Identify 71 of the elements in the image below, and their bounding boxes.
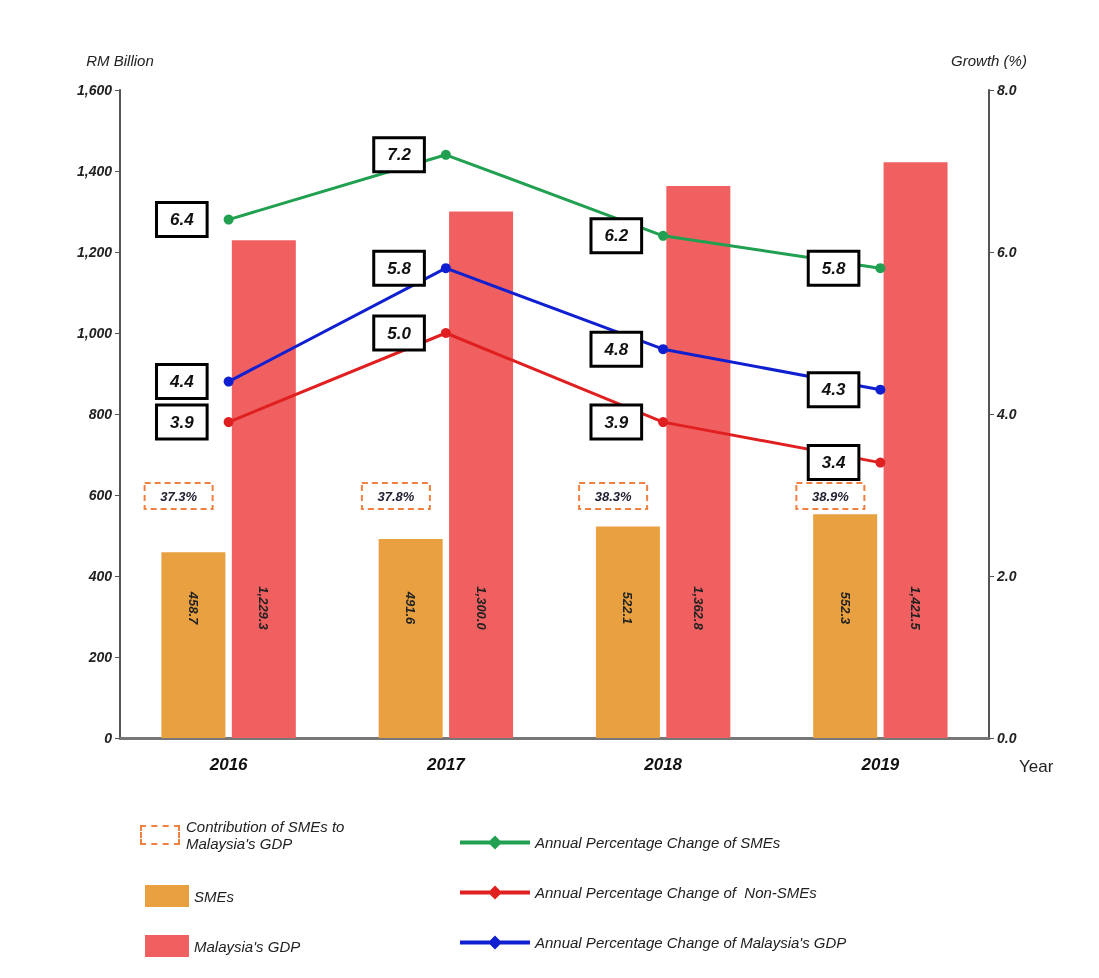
annotation: 38.3% [594,488,632,504]
legend-label: Annual Percentage Change of Non-SMEs [534,884,818,901]
y-tick-label: 1,200 [76,244,113,260]
point [658,417,669,428]
data-label: 6.4 [169,210,195,230]
y-tick-label: 1,400 [76,163,113,179]
data-label: 5.8 [821,258,846,278]
bar [231,240,296,738]
x-tick-label: 2018 [643,755,683,774]
point [440,328,451,338]
y-tick-label: 600 [88,487,113,503]
data-label: 522.1 [620,591,636,625]
x-tick-label: 2019 [860,755,900,774]
data-label: 5.0 [387,323,412,343]
annotation: 38.9% [811,488,850,504]
data-label: 6.2 [604,226,629,246]
data-label: 3.4 [821,453,846,473]
point [223,214,234,225]
point [658,230,669,241]
bar [813,514,878,738]
point [875,384,886,395]
data-label: 1,362.8 [690,586,706,631]
data-label: 552.3 [837,591,853,626]
point [223,376,234,387]
data-label: 4.4 [168,372,195,392]
annotation: 37.3% [160,488,198,504]
y2-tick-label: 4.0 [996,406,1017,422]
x-tick-label: 2017 [425,755,467,774]
data-label: 4.3 [820,380,846,400]
data-label: 458.7 [185,590,201,626]
y-tick-label: 1,000 [76,325,113,341]
point [658,344,669,355]
y-tick-label: 0 [104,730,113,746]
data-label: 4.8 [603,339,629,359]
data-label: 1,300.0 [473,586,489,631]
annotation: 37.8% [377,488,415,504]
data-label: 1,421.5 [908,586,924,631]
y-tick-label: 800 [88,406,113,422]
y2-tick-label: 2.0 [996,568,1017,584]
point [440,149,451,160]
y-tick-label: 200 [87,649,113,665]
bar [161,552,226,738]
y-tick-label: 1,600 [76,82,113,98]
point [875,457,886,468]
y2-tick-label: 6.0 [997,244,1017,260]
legend-label: Annual Percentage Change of SMEs [534,834,781,851]
bar [595,526,660,738]
data-label: 491.6 [403,590,419,626]
data-label: 3.9 [169,412,195,432]
text: Contribution of SMEs to Malaysia's GDP [186,818,346,852]
y2-tick-label: 8.0 [997,82,1017,98]
bar [378,538,443,738]
data-label: 1,229.3 [256,586,272,631]
bar [883,162,948,738]
point [223,417,234,428]
legend-label: SMEs [194,887,235,905]
point [875,263,886,274]
legend-label: Malaysia's GDP [194,937,301,955]
x-axis-title: Year [1019,757,1054,776]
bar [666,186,731,738]
data-label: 7.2 [387,145,412,165]
point [440,263,451,274]
data-label: 3.9 [604,412,629,432]
legend-label: Annual Percentage Change of Malaysia's GDP [534,934,847,951]
y2-axis-title: Growth (%) [951,52,1027,69]
y-axis-title: RM Billion [86,52,154,69]
y2-tick-label: 0.0 [997,730,1017,746]
data-label: 5.8 [387,258,412,278]
y-tick-label: 400 [87,568,113,584]
bar [449,211,514,738]
x-tick-label: 2016 [208,755,249,774]
